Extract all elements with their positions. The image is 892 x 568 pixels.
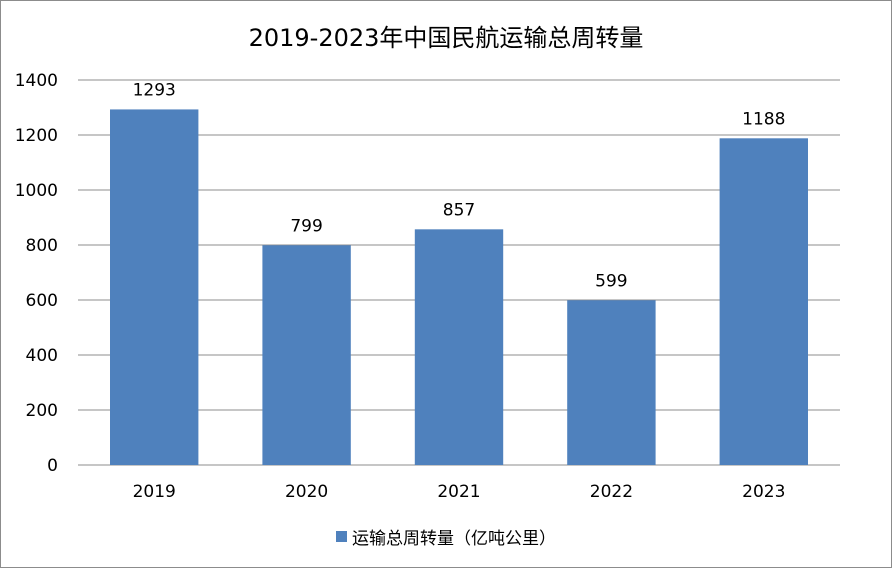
y-tick-label: 0 [47,456,58,476]
bar [414,229,504,465]
legend: 运输总周转量（亿吨公里） [0,524,892,549]
data-label: 857 [443,200,475,220]
y-tick-label: 1200 [15,126,58,146]
chart-title: 2019-2023年中国民航运输总周转量 [248,24,644,52]
x-tick-label: 2023 [742,482,785,502]
y-tick-label: 800 [26,236,58,256]
bar [110,109,199,466]
y-tick-label: 1400 [15,71,58,91]
x-tick-label: 2020 [285,482,328,502]
y-tick-label: 600 [26,291,58,311]
x-tick-label: 2022 [590,482,633,502]
y-tick-label: 400 [26,346,58,366]
x-tick-label: 2021 [437,482,480,502]
x-tick-label: 2019 [133,482,176,502]
legend-swatch [336,531,347,542]
data-label: 599 [595,271,627,291]
y-tick-label: 1000 [15,181,58,201]
y-tick-label: 200 [26,401,58,421]
data-label: 1188 [742,109,785,129]
bar [567,300,656,465]
data-label: 1293 [133,80,176,100]
data-label: 799 [290,216,322,236]
legend-label: 运输总周转量（亿吨公里） [352,529,556,549]
bar [719,138,808,466]
bar [262,245,351,465]
